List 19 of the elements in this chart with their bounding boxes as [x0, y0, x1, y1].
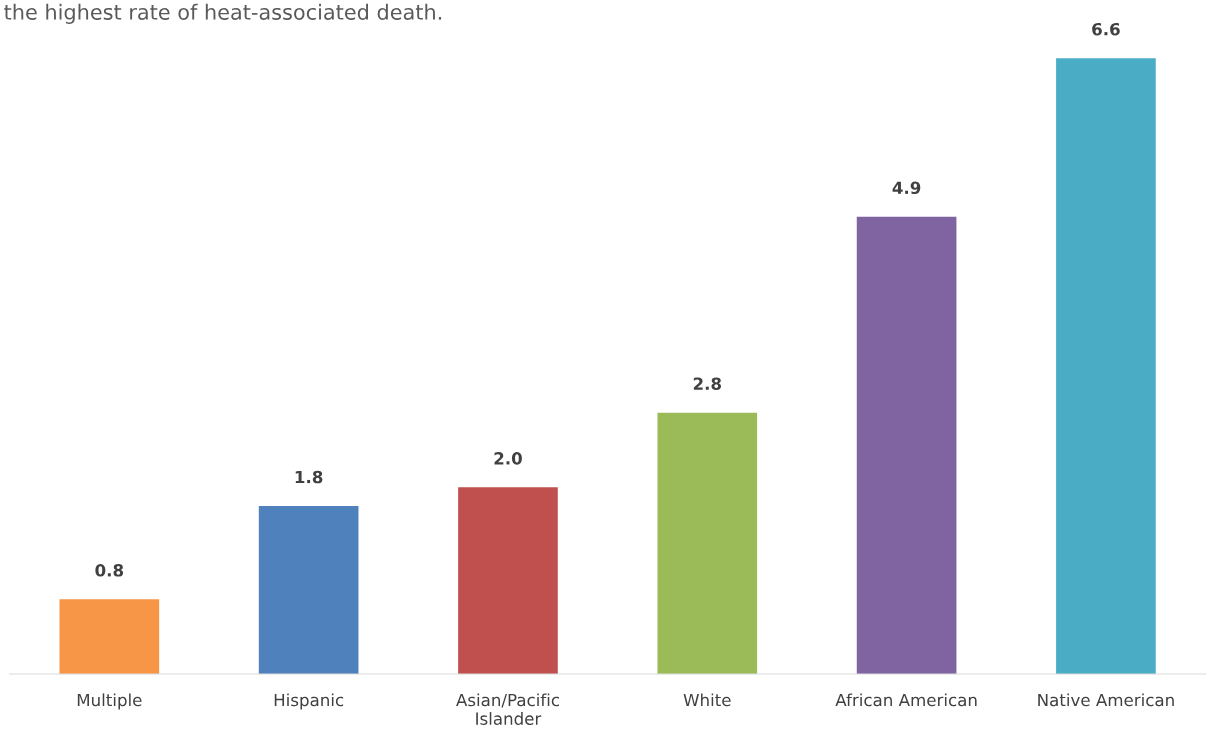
- x-tick-label: White: [683, 693, 731, 707]
- data-label: 2.8: [693, 377, 722, 391]
- x-tick-label: Hispanic: [274, 693, 344, 710]
- data-label: 0.8: [95, 564, 124, 577]
- x-tick-label: Multiple: [77, 693, 142, 710]
- chart-title: the highest rate of heat-associated death.: [4, 3, 442, 24]
- x-tick-label: Native American: [1038, 693, 1174, 707]
- bar: [458, 487, 558, 674]
- bar: [59, 599, 160, 674]
- data-label: 1.8: [295, 470, 323, 484]
- x-tick-label: Asian/Pacific Islander: [456, 693, 559, 725]
- x-tick-label: African American: [835, 693, 977, 707]
- bar: [1056, 58, 1156, 674]
- bar: [657, 412, 758, 674]
- data-label: 6.6: [1092, 22, 1120, 36]
- bar: [258, 506, 359, 674]
- bar: [856, 216, 957, 674]
- data-label: 2.0: [494, 452, 522, 465]
- data-label: 4.9: [892, 181, 921, 195]
